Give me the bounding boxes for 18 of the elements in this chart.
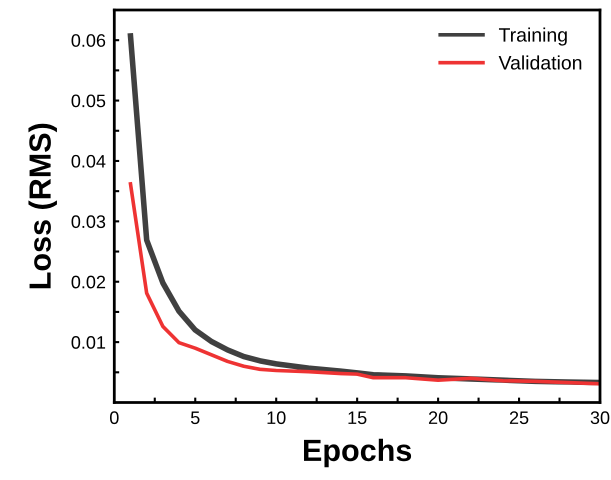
y-axis-title: Loss (RMS) (28, 124, 57, 288)
y-tick-label: 0.06 (72, 34, 106, 47)
x-tick-label: 15 (348, 411, 366, 424)
y-tick-label: 0.04 (72, 154, 106, 168)
x-tick-label: 20 (428, 411, 448, 424)
y-tick-label: 0.02 (72, 276, 106, 288)
y-tick-label: 0.03 (72, 215, 106, 228)
x-axis-title: Epochs (304, 438, 412, 468)
x-tick-label: 10 (268, 411, 286, 424)
y-tick-label: 0.05 (72, 94, 106, 108)
legend-label: Validation (498, 55, 582, 70)
line-series (128, 182, 600, 386)
x-tick-label: 30 (590, 411, 610, 424)
y-tick-label: 0.01 (72, 336, 106, 349)
x-tick-label: 0 (110, 411, 119, 424)
x-tick-label: 25 (510, 411, 528, 424)
legend-label: Training (498, 28, 567, 46)
x-tick-label: 5 (190, 411, 200, 424)
